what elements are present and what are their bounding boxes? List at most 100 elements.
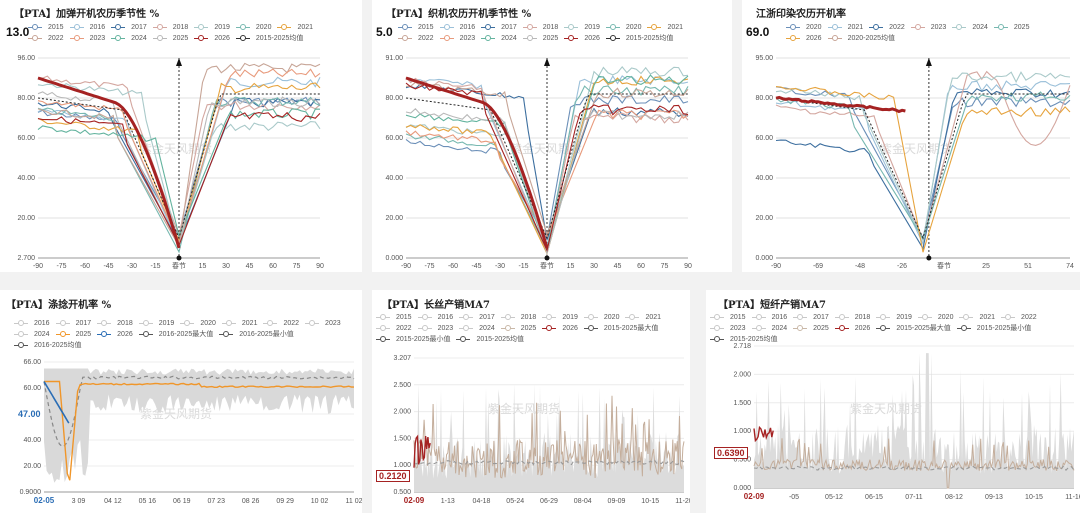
legend-entry[interactable]: 2018	[500, 312, 536, 323]
legend-entry[interactable]: 2015-2025均值	[456, 334, 524, 345]
legend-entry[interactable]: 2021	[959, 312, 995, 323]
legend-entry[interactable]: 2022	[263, 318, 299, 329]
legend-swatch-icon	[751, 324, 766, 331]
legend-entry[interactable]: 2022	[376, 323, 412, 334]
legend-entry[interactable]: 2017	[481, 22, 517, 33]
legend-label: 2022	[396, 325, 412, 332]
legend-entry[interactable]: 2017	[111, 22, 147, 33]
legend-entry[interactable]: 2018	[522, 22, 558, 33]
legend-entry[interactable]: 2015	[28, 22, 64, 33]
legend-entry[interactable]: 2024	[459, 323, 495, 334]
legend-swatch-icon	[180, 319, 195, 326]
legend-entry[interactable]: 2020-2025均值	[827, 33, 895, 44]
legend-entry[interactable]: 2019	[564, 22, 600, 33]
legend-entry[interactable]: 2026	[834, 323, 870, 334]
legend-entry[interactable]: 2025	[993, 22, 1029, 33]
y-tick-label: 0.000	[385, 255, 403, 262]
legend-entry[interactable]: 2022	[1001, 312, 1037, 323]
x-tick-label: -90	[33, 263, 43, 270]
x-tick-label: 05-12	[825, 494, 843, 501]
x-tick-label: -15	[518, 263, 528, 270]
legend-entry[interactable]: 2021	[277, 22, 313, 33]
legend-entry[interactable]: 2021	[647, 22, 683, 33]
chart-panel-short-fiber: 【PTA】短纤产销MA7 2015 2016 2017 2018 2019 2020 202…	[706, 290, 1080, 513]
legend-entry[interactable]: 2016	[439, 22, 475, 33]
legend-label: 2021	[241, 320, 258, 327]
legend-entry[interactable]: 2021	[625, 312, 661, 323]
legend-entry[interactable]: 2025	[522, 33, 558, 44]
legend-entry[interactable]: 2016-2025最小值	[219, 329, 294, 340]
legend-entry[interactable]: 2015	[376, 312, 412, 323]
legend-entry[interactable]: 2023	[417, 323, 454, 334]
legend-entry[interactable]: 2020	[583, 312, 619, 323]
legend-entry[interactable]: 2026	[97, 329, 133, 340]
legend-entry[interactable]: 2021	[827, 22, 863, 33]
legend-entry[interactable]: 2017	[793, 312, 829, 323]
legend-entry[interactable]: 2022	[28, 33, 64, 44]
legend-entry[interactable]: 2020	[605, 22, 641, 33]
legend-entry[interactable]: 2023	[710, 323, 746, 334]
legend-label: 2016-2025最大值	[158, 331, 214, 338]
legend-entry[interactable]: 2026	[564, 33, 600, 44]
current-year-line	[775, 95, 906, 114]
legend-entry[interactable]: 2025	[152, 33, 188, 44]
legend-entry[interactable]: 2024	[751, 323, 787, 334]
legend-entry[interactable]: 2018	[834, 312, 870, 323]
legend-entry[interactable]: 2016	[14, 318, 50, 329]
legend-entry[interactable]: 2020	[786, 22, 822, 33]
legend-entry[interactable]: 2019	[542, 312, 578, 323]
legend-entry[interactable]: 2024	[481, 33, 517, 44]
legend-entry[interactable]: 2015-2025最小值	[376, 334, 450, 345]
current-value-label: 69.0	[746, 25, 770, 39]
legend-entry[interactable]: 2016-2025最大值	[138, 329, 214, 340]
legend-entry[interactable]: 2018	[152, 22, 188, 33]
legend-entry[interactable]: 2015-2025最小值	[956, 323, 1031, 334]
legend-entry[interactable]: 2022	[398, 33, 434, 44]
legend-entry[interactable]: 2016	[751, 312, 787, 323]
legend-entry[interactable]: 2015-2025均值	[710, 334, 777, 345]
legend-swatch-icon	[876, 324, 891, 331]
legend-entry[interactable]: 2019	[876, 312, 912, 323]
legend-entry[interactable]: 2025	[55, 329, 91, 340]
legend-swatch-icon	[69, 23, 84, 30]
y-tick-label: 60.00	[23, 385, 41, 392]
legend-entry[interactable]: 2025	[500, 323, 536, 334]
legend-entry[interactable]: 2017	[459, 312, 495, 323]
legend-entry[interactable]: 2021	[221, 318, 258, 329]
legend-entry[interactable]: 2015	[710, 312, 746, 323]
y-tick-label: 2.700	[17, 255, 35, 262]
legend-entry[interactable]: 2017	[55, 318, 91, 329]
legend-entry[interactable]: 2018	[97, 318, 133, 329]
legend-entry[interactable]: 2020	[180, 318, 216, 329]
y-tick-label: 60.00	[755, 135, 773, 142]
y-tick-label: 0.000	[733, 485, 751, 492]
legend-entry[interactable]: 2016-2025均值	[14, 340, 81, 351]
legend-entry[interactable]: 2020	[917, 312, 953, 323]
legend-entry[interactable]: 2024	[14, 329, 50, 340]
legend-entry[interactable]: 2025	[793, 323, 829, 334]
legend-entry[interactable]: 2026	[786, 33, 822, 44]
legend-entry[interactable]: 2023	[69, 33, 105, 44]
legend-entry[interactable]: 2016	[417, 312, 453, 323]
legend-entry[interactable]: 2024	[111, 33, 147, 44]
legend-entry[interactable]: 2026	[194, 33, 230, 44]
legend-entry[interactable]: 2019	[138, 318, 174, 329]
legend-entry[interactable]: 2015-2025最大值	[876, 323, 951, 334]
legend-label: 2023	[437, 325, 454, 332]
legend-swatch-icon	[152, 34, 167, 41]
legend-entry[interactable]: 2026	[542, 323, 578, 334]
legend-entry[interactable]: 2023	[305, 318, 341, 329]
chart-legend: 2016 2017 2018 2019 2020 2021 2022 2023 2024 2025…	[14, 318, 359, 351]
legend-entry[interactable]: 2015-2025均值	[235, 33, 303, 44]
legend-entry[interactable]: 2022	[869, 22, 905, 33]
legend-entry[interactable]: 2015-2025最大值	[583, 323, 658, 334]
legend-entry[interactable]: 2015-2025均值	[605, 33, 673, 44]
legend-entry[interactable]: 2019	[194, 22, 230, 33]
chart-svg: 91.00 80.00 60.00 40.00 20.00 0.000-90 -75 -60 -…	[385, 55, 692, 270]
legend-entry[interactable]: 2023	[910, 22, 946, 33]
legend-entry[interactable]: 2023	[439, 33, 475, 44]
legend-entry[interactable]: 2024	[952, 22, 988, 33]
legend-entry[interactable]: 2016	[69, 22, 105, 33]
legend-entry[interactable]: 2015	[398, 22, 434, 33]
legend-entry[interactable]: 2020	[235, 22, 271, 33]
